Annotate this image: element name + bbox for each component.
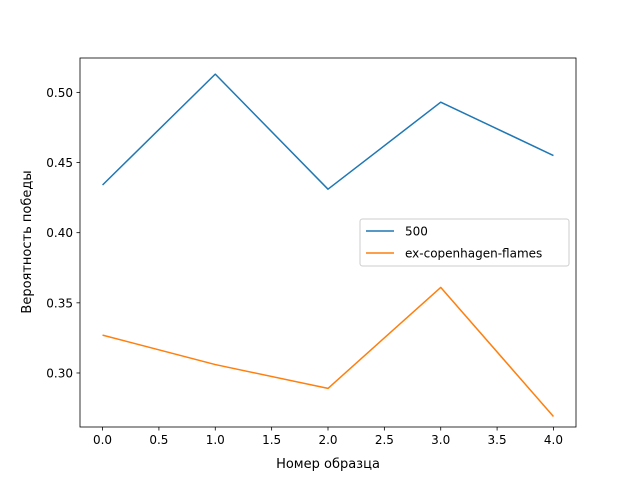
x-tick-label: 4.0 [544, 433, 563, 447]
y-tick-label: 0.50 [46, 86, 73, 100]
series-line-ex-copenhagen-flames [102, 286, 555, 417]
series-layer [102, 73, 555, 417]
series-line-500 [102, 73, 554, 190]
legend-label: ex-copenhagen-flames [405, 247, 542, 261]
x-tick-label: 2.0 [318, 433, 337, 447]
x-tick-label: 0.5 [149, 433, 168, 447]
y-axis-label: Вероятность победы [20, 170, 35, 313]
x-tick-label: 1.0 [206, 433, 225, 447]
y-tick-label: 0.30 [46, 366, 73, 380]
x-tick-label: 0.0 [93, 433, 112, 447]
legend-box [359, 218, 570, 267]
x-axis-label: Номер образца [276, 457, 380, 472]
x-tick-label: 1.5 [262, 433, 281, 447]
y-axis: 0.30 0.35 0.40 0.45 0.50 [46, 86, 80, 380]
legend-label: 500 [405, 225, 428, 239]
x-tick-label: 3.5 [488, 433, 507, 447]
x-axis: 0.0 0.5 1.0 1.5 2.0 2.5 3.0 3.5 4.0 [93, 427, 563, 447]
legend: 500 ex-copenhagen-flames [359, 218, 570, 267]
y-tick-label: 0.35 [46, 296, 73, 310]
x-tick-label: 2.5 [375, 433, 394, 447]
x-tick-label: 3.0 [431, 433, 450, 447]
y-tick-label: 0.45 [46, 156, 73, 170]
y-tick-label: 0.40 [46, 226, 73, 240]
